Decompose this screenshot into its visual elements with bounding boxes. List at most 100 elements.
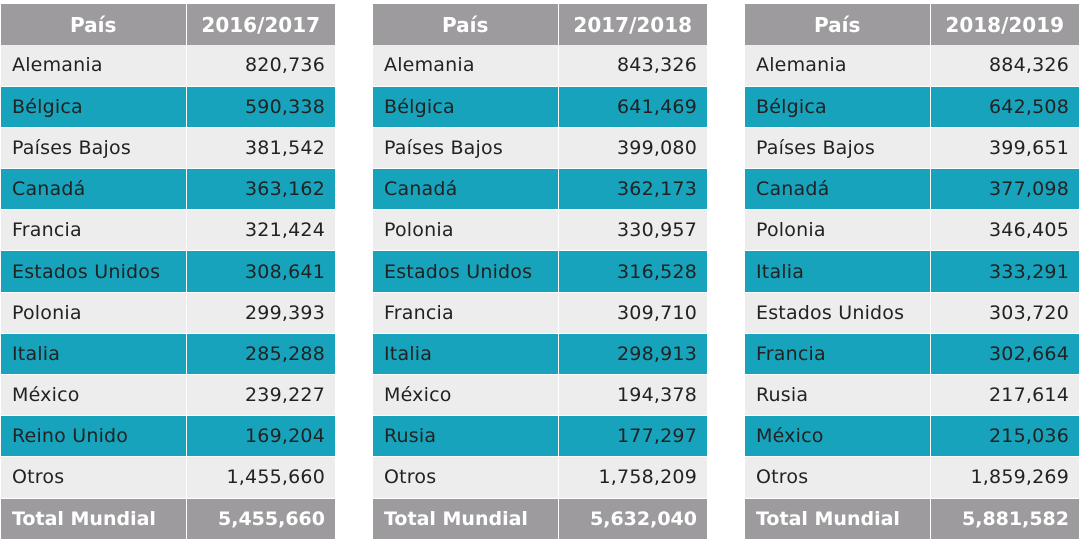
- table-row: Países Bajos 399,080: [373, 126, 707, 169]
- table-row: Otros 1,455,660: [1, 456, 335, 499]
- value-cell: 333,291: [930, 250, 1079, 293]
- table-row: Polonia 299,393: [1, 291, 335, 334]
- table-row: Canadá 362,173: [373, 168, 707, 210]
- country-cell: Italia: [373, 332, 559, 375]
- value-cell: 298,913: [558, 332, 707, 375]
- country-cell: Bélgica: [745, 85, 931, 128]
- country-cell: Estados Unidos: [1, 250, 187, 293]
- value-cell: 285,288: [186, 332, 335, 375]
- value-cell: 169,204: [186, 415, 335, 457]
- value-cell: 381,542: [186, 126, 335, 169]
- country-cell: Bélgica: [373, 85, 559, 128]
- value-cell: 346,405: [930, 209, 1079, 251]
- value-cell: 820,736: [186, 45, 335, 87]
- value-cell: 303,720: [930, 291, 1079, 334]
- table-row: Estados Unidos 303,720: [745, 291, 1079, 334]
- country-cell: México: [745, 415, 931, 457]
- country-cell: Canadá: [373, 168, 559, 210]
- country-cell: Italia: [745, 250, 931, 293]
- country-cell: Países Bajos: [745, 126, 931, 169]
- value-cell: 302,664: [930, 332, 1079, 375]
- table-row: Italia 285,288: [1, 332, 335, 375]
- value-cell: 215,036: [930, 415, 1079, 457]
- value-cell: 843,326: [558, 45, 707, 87]
- table-row: Países Bajos 381,542: [1, 126, 335, 169]
- table-header-row: País 2017/2018: [373, 4, 707, 45]
- value-cell: 299,393: [186, 291, 335, 334]
- table-2017-2018: País 2017/2018 Alemania 843,326 Bélgica 64…: [373, 4, 707, 540]
- country-cell: Países Bajos: [373, 126, 559, 169]
- value-cell: 377,098: [930, 168, 1079, 210]
- table-row: Bélgica 642,508: [745, 85, 1079, 128]
- country-cell: Otros: [373, 456, 559, 499]
- country-cell: Francia: [745, 332, 931, 375]
- value-cell: 177,297: [558, 415, 707, 457]
- country-cell: México: [1, 373, 187, 416]
- country-cell: Polonia: [373, 209, 559, 251]
- table-row: Estados Unidos 316,528: [373, 250, 707, 293]
- country-cell: Alemania: [373, 45, 559, 87]
- table-row: Francia 321,424: [1, 209, 335, 251]
- table-row: Italia 333,291: [745, 250, 1079, 293]
- country-cell: Polonia: [745, 209, 931, 251]
- value-cell: 1,859,269: [930, 456, 1079, 499]
- country-cell: Alemania: [1, 45, 187, 87]
- total-row: Total Mundial 5,881,582: [745, 497, 1079, 540]
- table-row: Canadá 377,098: [745, 168, 1079, 210]
- country-cell: Bélgica: [1, 85, 187, 128]
- header-country: País: [373, 4, 559, 45]
- table-header-row: País 2018/2019: [745, 4, 1079, 45]
- table-row: Bélgica 641,469: [373, 85, 707, 128]
- country-cell: Rusia: [745, 373, 931, 416]
- header-year: 2018/2019: [930, 4, 1079, 45]
- table-row: México 239,227: [1, 373, 335, 416]
- table-row: México 194,378: [373, 373, 707, 416]
- table-row: Polonia 330,957: [373, 209, 707, 251]
- country-cell: Polonia: [1, 291, 187, 334]
- total-label: Total Mundial: [1, 497, 187, 540]
- total-row: Total Mundial 5,632,040: [373, 497, 707, 540]
- value-cell: 884,326: [930, 45, 1079, 87]
- table-row: Otros 1,758,209: [373, 456, 707, 499]
- country-cell: Estados Unidos: [745, 291, 931, 334]
- table-row: Alemania 884,326: [745, 45, 1079, 87]
- table-row: Países Bajos 399,651: [745, 126, 1079, 169]
- value-cell: 362,173: [558, 168, 707, 210]
- country-cell: Alemania: [745, 45, 931, 87]
- table-row: Francia 302,664: [745, 332, 1079, 375]
- country-cell: Otros: [1, 456, 187, 499]
- country-cell: Rusia: [373, 415, 559, 457]
- table-header-row: País 2016/2017: [1, 4, 335, 45]
- table-row: Francia 309,710: [373, 291, 707, 334]
- value-cell: 642,508: [930, 85, 1079, 128]
- country-cell: Reino Unido: [1, 415, 187, 457]
- value-cell: 399,080: [558, 126, 707, 169]
- total-label: Total Mundial: [745, 497, 931, 540]
- table-row: Alemania 820,736: [1, 45, 335, 87]
- country-cell: Francia: [373, 291, 559, 334]
- total-value: 5,632,040: [558, 497, 707, 540]
- country-cell: Canadá: [1, 168, 187, 210]
- value-cell: 316,528: [558, 250, 707, 293]
- table-row: Estados Unidos 308,641: [1, 250, 335, 293]
- value-cell: 194,378: [558, 373, 707, 416]
- header-country: País: [1, 4, 187, 45]
- table-row: Bélgica 590,338: [1, 85, 335, 128]
- country-cell: Canadá: [745, 168, 931, 210]
- country-cell: Italia: [1, 332, 187, 375]
- country-cell: México: [373, 373, 559, 416]
- table-row: Reino Unido 169,204: [1, 415, 335, 457]
- table-row: México 215,036: [745, 415, 1079, 457]
- table-row: Polonia 346,405: [745, 209, 1079, 251]
- value-cell: 641,469: [558, 85, 707, 128]
- value-cell: 321,424: [186, 209, 335, 251]
- country-cell: Estados Unidos: [373, 250, 559, 293]
- value-cell: 217,614: [930, 373, 1079, 416]
- value-cell: 590,338: [186, 85, 335, 128]
- total-value: 5,455,660: [186, 497, 335, 540]
- table-row: Canadá 363,162: [1, 168, 335, 210]
- value-cell: 330,957: [558, 209, 707, 251]
- country-cell: Países Bajos: [1, 126, 187, 169]
- total-value: 5,881,582: [930, 497, 1079, 540]
